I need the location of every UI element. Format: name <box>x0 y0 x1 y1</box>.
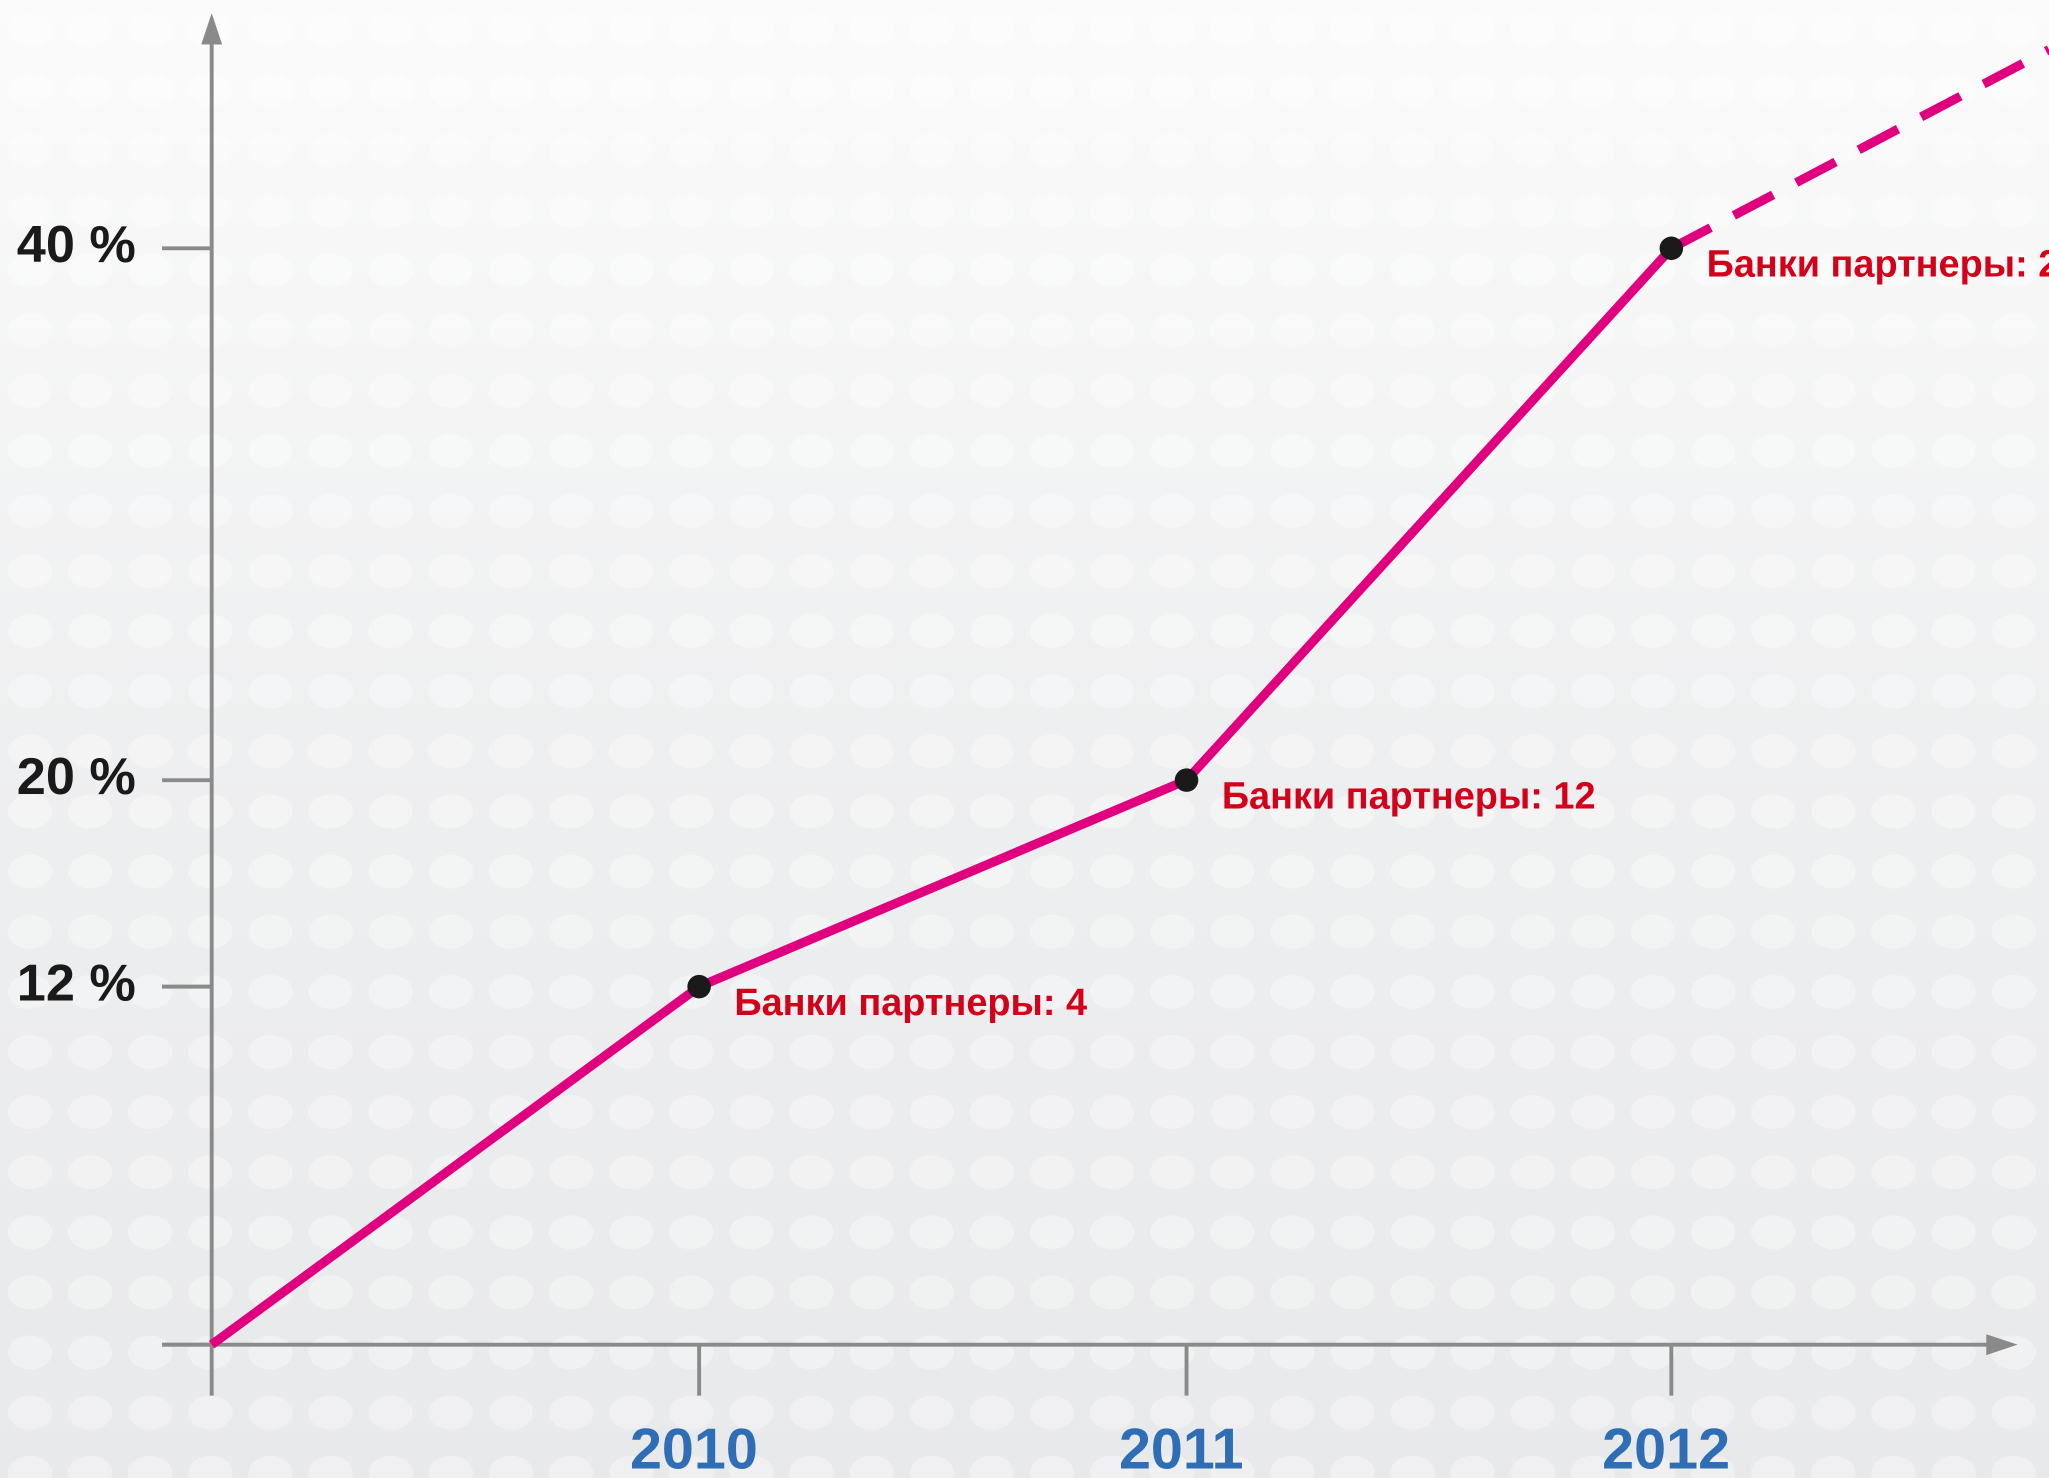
x-tick-label: 2011 <box>1119 1417 1244 1478</box>
x-tick-label: 2012 <box>1602 1417 1730 1478</box>
annotation: Банки партнеры: 12 <box>1222 775 1596 817</box>
annotation: Банки партнеры: 20 <box>1707 244 2049 286</box>
y-axis-arrow <box>201 13 223 45</box>
point <box>1174 768 1199 792</box>
point <box>687 974 711 999</box>
y-tick-label: 40 % <box>17 216 136 274</box>
y-tick-label: 12 % <box>17 954 136 1012</box>
annotation: Банки партнеры: 4 <box>734 982 1087 1024</box>
point <box>1659 236 1684 261</box>
y-tick-label: 20 % <box>17 748 136 806</box>
line <box>208 245 1675 1349</box>
forecast-line <box>1669 45 2049 253</box>
x-axis-arrow <box>1986 1334 2018 1356</box>
x-tick-label: 2010 <box>630 1417 758 1478</box>
